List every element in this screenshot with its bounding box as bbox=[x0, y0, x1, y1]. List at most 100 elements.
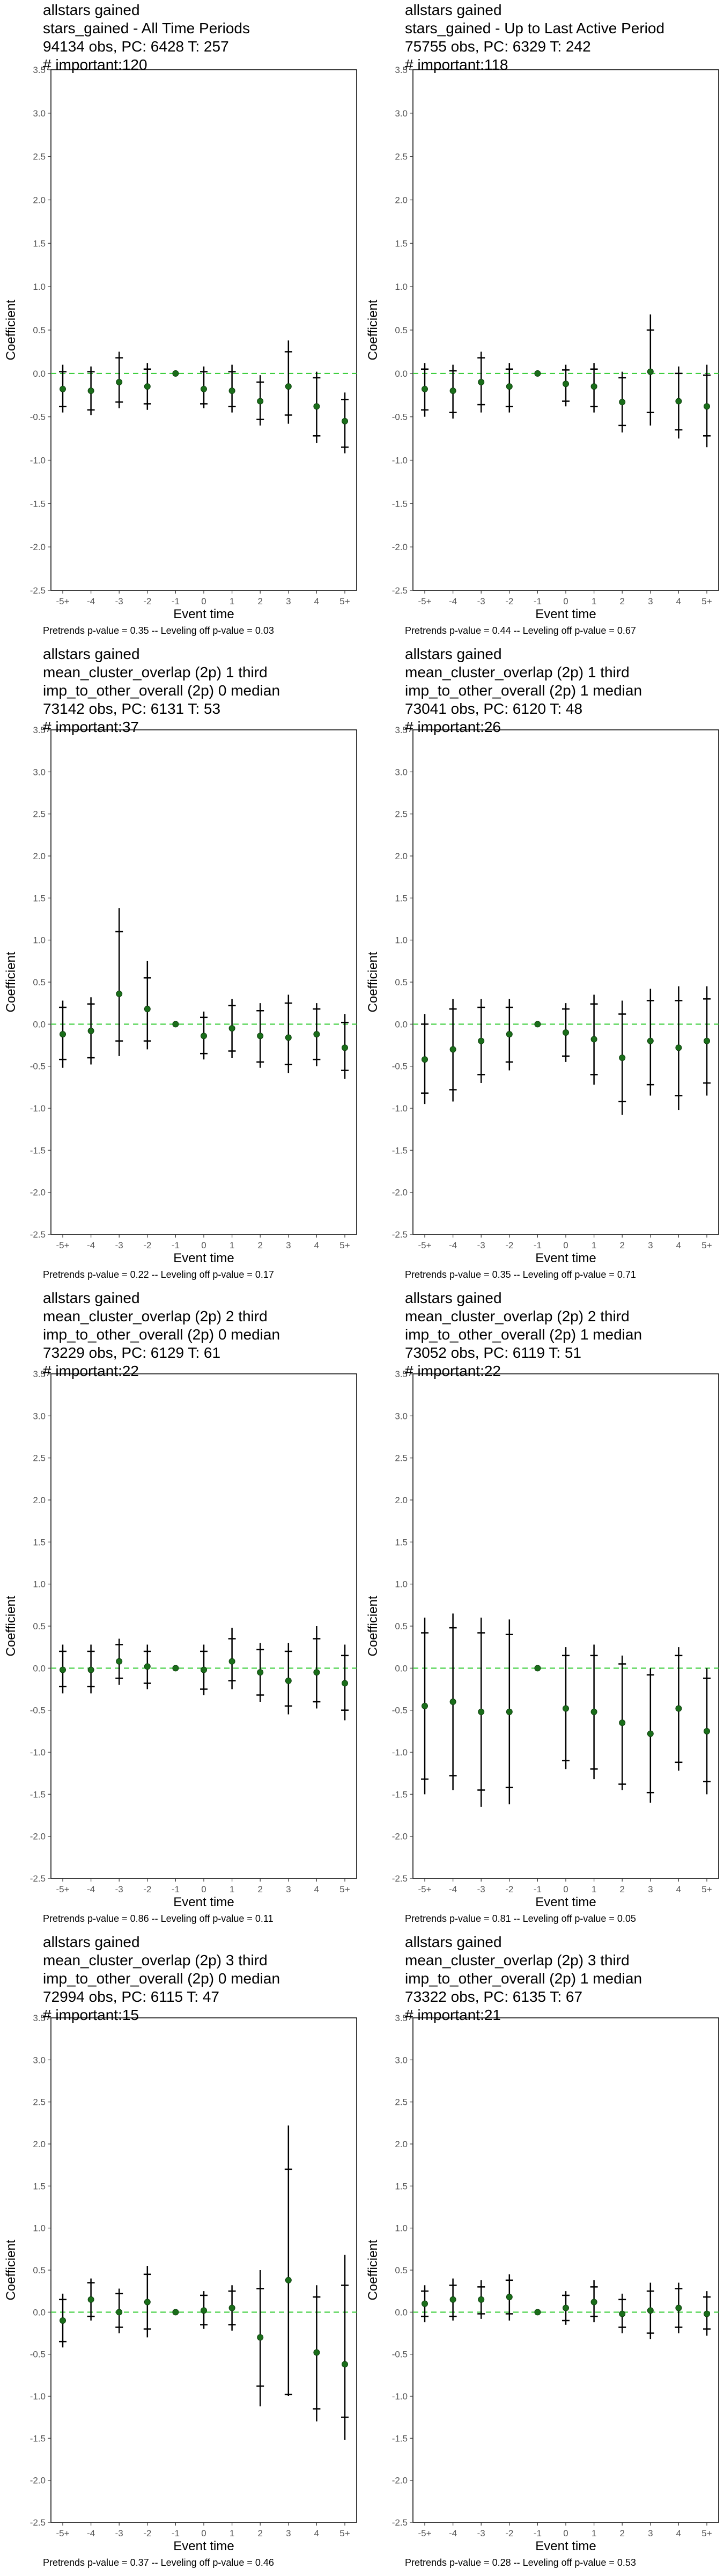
point-estimate bbox=[257, 398, 264, 405]
x-tick-label: -1 bbox=[534, 596, 542, 606]
x-axis-label: Event time bbox=[535, 1895, 596, 1909]
x-tick-label: -1 bbox=[534, 1240, 542, 1250]
y-tick-label: 0.0 bbox=[395, 1663, 408, 1673]
y-tick-label: 1.0 bbox=[33, 1579, 46, 1590]
y-tick-label: 0.0 bbox=[33, 2307, 46, 2317]
y-tick-label: 2.5 bbox=[395, 2097, 408, 2107]
chart-panel-4: allstars gained mean_cluster_overlap (2p)… bbox=[362, 644, 724, 1288]
plot-frame bbox=[412, 729, 719, 1235]
point-estimate bbox=[647, 1730, 654, 1737]
y-tick-label: 1.5 bbox=[33, 1537, 46, 1547]
x-tick-label: 5+ bbox=[339, 596, 350, 606]
point-estimate bbox=[313, 2349, 320, 2356]
y-tick-label: 3.5 bbox=[395, 2013, 408, 2023]
chart-title-line: # important:21 bbox=[405, 2007, 501, 2023]
x-tick-label: 1 bbox=[230, 1240, 234, 1250]
x-tick-label: 1 bbox=[592, 1240, 596, 1250]
x-tick-label: 3 bbox=[286, 2528, 291, 2538]
y-tick-label: -1.0 bbox=[30, 2391, 46, 2402]
chart-title-line: # important:22 bbox=[43, 1363, 139, 1379]
x-tick-label: 5+ bbox=[339, 1884, 350, 1894]
x-tick-label: -1 bbox=[534, 2528, 542, 2538]
chart-title-line: imp_to_other_overall (2p) 0 median bbox=[43, 682, 280, 699]
x-tick-label: 2 bbox=[257, 1884, 262, 1894]
p-value-footer: Pretrends p-value = 0.86 -- Leveling off… bbox=[43, 1913, 274, 1924]
point-estimate bbox=[506, 383, 513, 390]
x-tick-label: 5+ bbox=[701, 2528, 712, 2538]
x-tick-label: 2 bbox=[619, 2528, 624, 2538]
coefficient-plot: -2.5 -2.0 -1.5 -1.0 -0.5 0.0 0.5 1.0 1.5 2.0 2.5 3.… bbox=[4, 2013, 357, 2553]
point-estimate bbox=[144, 1663, 151, 1670]
y-tick-label: -2.5 bbox=[30, 1230, 46, 1240]
y-tick-label: -2.0 bbox=[392, 1832, 408, 1842]
y-axis-label: Coefficient bbox=[366, 1596, 380, 1656]
y-tick-label: 0.0 bbox=[395, 2307, 408, 2317]
point-estimate bbox=[201, 1033, 207, 1040]
y-tick-label: 3.0 bbox=[395, 767, 408, 777]
x-tick-label: 5+ bbox=[701, 1240, 712, 1250]
point-estimate bbox=[313, 1031, 320, 1038]
x-tick-label: 4 bbox=[676, 1240, 681, 1250]
y-tick-label: 0.5 bbox=[395, 2265, 408, 2275]
point-estimate bbox=[87, 387, 94, 394]
chart-title-line: allstars gained bbox=[405, 646, 502, 662]
y-tick-label: -1.5 bbox=[30, 2433, 46, 2443]
x-tick-label: 4 bbox=[676, 596, 681, 606]
y-tick-label: 1.5 bbox=[33, 238, 46, 248]
chart-title-line: # important:120 bbox=[43, 56, 147, 73]
x-tick-label: 4 bbox=[676, 2528, 681, 2538]
y-tick-label: -0.5 bbox=[30, 2350, 46, 2360]
x-tick-label: -1 bbox=[172, 2528, 180, 2538]
x-tick-label: -2 bbox=[505, 2528, 513, 2538]
y-tick-label: -2.5 bbox=[392, 1230, 408, 1240]
y-tick-label: 1.5 bbox=[395, 893, 408, 903]
chart-title-line: mean_cluster_overlap (2p) 3 third bbox=[405, 1952, 630, 1968]
point-estimate bbox=[144, 1006, 151, 1013]
y-tick-label: 0.0 bbox=[33, 369, 46, 379]
y-tick-label: -2.0 bbox=[30, 542, 46, 552]
y-tick-label: -2.0 bbox=[392, 2476, 408, 2486]
y-tick-label: -1.5 bbox=[392, 1789, 408, 1799]
y-tick-label: 1.0 bbox=[395, 1579, 408, 1590]
point-estimate bbox=[478, 2296, 485, 2303]
chart-title-line: mean_cluster_overlap (2p) 1 third bbox=[43, 664, 268, 680]
x-tick-label: -4 bbox=[449, 2528, 457, 2538]
y-tick-label: -2.0 bbox=[30, 2476, 46, 2486]
y-tick-label: 0.0 bbox=[33, 1663, 46, 1673]
x-axis-label: Event time bbox=[173, 1251, 234, 1265]
chart-title-line: allstars gained bbox=[43, 646, 140, 662]
y-tick-label: 0.5 bbox=[395, 325, 408, 335]
x-tick-label: -4 bbox=[449, 596, 457, 606]
chart-title-line: # important:15 bbox=[43, 2007, 139, 2023]
chart-title: allstars gained stars_gained - All Time P… bbox=[43, 1, 250, 74]
x-tick-label: 4 bbox=[314, 1884, 319, 1894]
y-tick-label: -1.5 bbox=[392, 499, 408, 509]
point-estimate bbox=[87, 1027, 94, 1034]
point-estimate bbox=[478, 379, 485, 385]
point-estimate bbox=[342, 1680, 348, 1687]
chart-panel-8: allstars gained mean_cluster_overlap (2p)… bbox=[362, 1932, 724, 2576]
point-estimate bbox=[285, 2277, 292, 2284]
x-tick-label: 1 bbox=[230, 1884, 234, 1894]
x-axis-label: Event time bbox=[535, 607, 596, 621]
y-tick-label: 1.5 bbox=[33, 2181, 46, 2191]
x-tick-label: -5+ bbox=[418, 596, 431, 606]
x-tick-label: -2 bbox=[143, 1240, 151, 1250]
x-tick-label: -4 bbox=[87, 2528, 95, 2538]
x-tick-label: -2 bbox=[505, 596, 513, 606]
point-estimate bbox=[60, 1666, 66, 1673]
x-tick-label: -3 bbox=[477, 1240, 485, 1250]
x-tick-label: 5+ bbox=[339, 2528, 350, 2538]
point-estimate bbox=[116, 2309, 123, 2316]
y-tick-label: 0.5 bbox=[33, 2265, 46, 2275]
coefficient-plot: -2.5 -2.0 -1.5 -1.0 -0.5 0.0 0.5 1.0 1.5 2.0 2.5 3.… bbox=[366, 2013, 719, 2553]
x-tick-label: -5+ bbox=[418, 2528, 431, 2538]
plot-frame bbox=[412, 1373, 719, 1879]
point-estimate bbox=[563, 1029, 569, 1036]
y-tick-label: -1.0 bbox=[392, 456, 408, 466]
point-estimate bbox=[313, 403, 320, 410]
x-tick-label: 0 bbox=[563, 1240, 568, 1250]
y-tick-label: 3.5 bbox=[33, 2013, 46, 2023]
point-estimate bbox=[342, 1044, 348, 1051]
y-tick-label: -2.5 bbox=[30, 586, 46, 596]
